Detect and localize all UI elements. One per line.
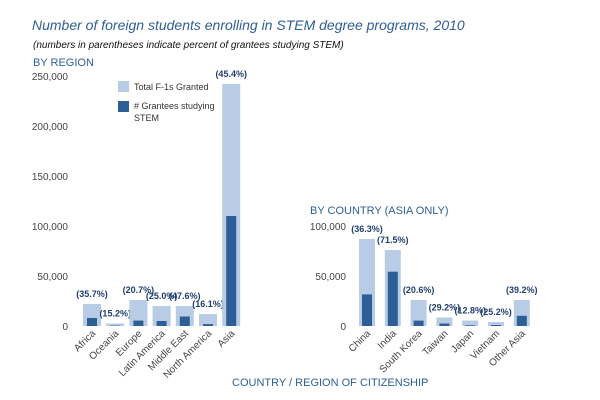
legend-label-stem-cont: STEM [134, 113, 159, 123]
region-ytick-label: 250,000 [32, 72, 69, 83]
country-percent-label: (12.8%) [454, 306, 486, 316]
legend-label-stem: # Grantees studying [134, 101, 215, 111]
region-ytick-label: 200,000 [32, 122, 69, 133]
region-bar-stem [133, 320, 144, 326]
region-bar-stem [156, 321, 167, 326]
region-percent-label: (16.1%) [192, 299, 224, 309]
region-ytick-label: 50,000 [37, 272, 68, 283]
country-percent-label: (29.2%) [429, 303, 461, 313]
region-ytick-label: 100,000 [32, 222, 69, 233]
country-percent-label: (39.2%) [506, 285, 538, 295]
country-chart-heading: BY COUNTRY (ASIA ONLY) [310, 205, 449, 217]
country-ytick-label: 50,000 [315, 272, 346, 283]
x-axis-title: COUNTRY / REGION OF CITIZENSHIP [232, 377, 429, 389]
country-category-label: Taiwan [421, 328, 451, 358]
country-percent-label: (25.2%) [480, 307, 512, 317]
region-category-label: Asia [216, 328, 238, 350]
country-category-label: China [347, 328, 374, 355]
region-percent-label: (25.0%) [146, 291, 178, 301]
region-ytick-label: 0 [62, 322, 68, 333]
chart-title: Number of foreign students enrolling in … [32, 17, 465, 33]
country-percent-label: (36.3%) [351, 224, 383, 234]
country-percent-label: (20.6%) [403, 285, 435, 295]
region-bar-total [106, 323, 125, 326]
country-ytick-label: 0 [340, 322, 346, 333]
region-bar-stem [87, 318, 97, 326]
legend-swatch-total [118, 81, 129, 92]
region-bar-stem [226, 216, 237, 326]
country-bar-stem [491, 325, 501, 326]
country-bar-total [436, 317, 453, 326]
region-percent-label: (15.2%) [99, 309, 131, 319]
country-ytick-label: 100,000 [310, 222, 347, 233]
country-bar-stem [387, 271, 398, 326]
region-bar-total [199, 314, 217, 326]
region-percent-label: (45.4%) [215, 69, 247, 79]
region-percent-label: (35.7%) [76, 289, 108, 299]
region-bar-stem [203, 324, 213, 326]
legend-swatch-stem [118, 101, 129, 112]
region-bar-total [129, 300, 148, 326]
chart-subtitle: (numbers in parentheses indicate percent… [33, 40, 344, 51]
region-percent-label: (20.7%) [123, 285, 155, 295]
country-bar-stem [439, 323, 450, 326]
country-bar-stem [465, 325, 476, 326]
country-percent-label: (71.5%) [377, 235, 409, 245]
country-bar-total [410, 300, 427, 326]
country-bar-stem [516, 315, 527, 326]
country-category-label: India [376, 328, 399, 351]
region-percent-label: (47.6%) [169, 291, 201, 301]
country-bar-total [462, 320, 479, 326]
region-chart-heading: BY REGION [33, 57, 94, 69]
legend-label-total: Total F-1s Granted [134, 82, 209, 92]
region-ytick-label: 150,000 [32, 172, 69, 183]
country-bar-total [488, 322, 504, 326]
country-bar-stem [413, 320, 424, 326]
country-bar-stem [362, 294, 372, 326]
region-bar-stem [179, 316, 190, 326]
